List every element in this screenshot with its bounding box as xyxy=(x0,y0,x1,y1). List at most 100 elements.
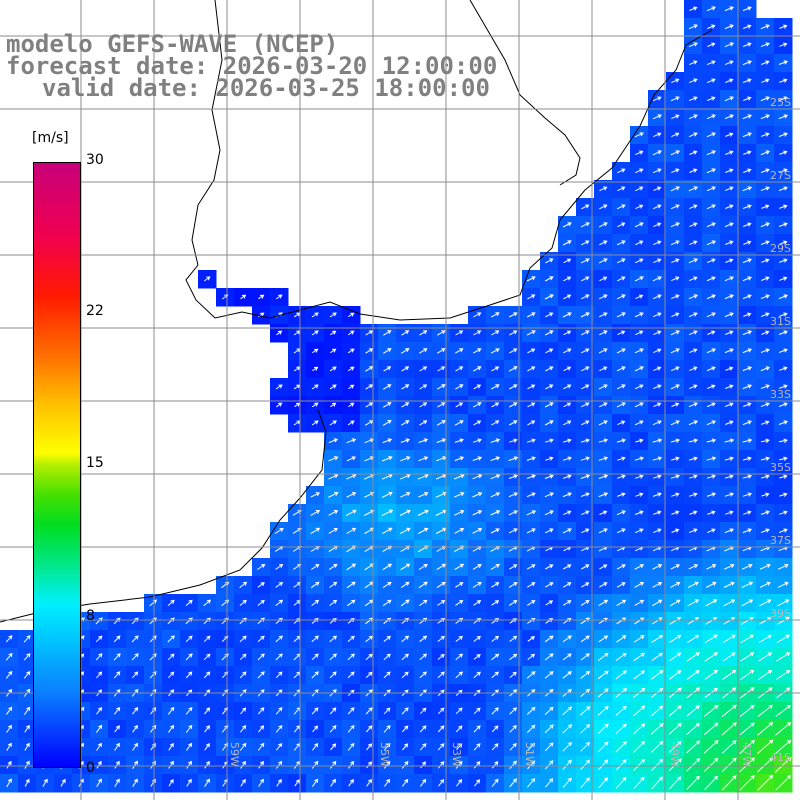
wind-vector-arrow xyxy=(597,705,609,716)
wind-vector-arrow xyxy=(635,186,644,192)
wind-vector-arrow xyxy=(652,420,662,426)
wind-vector-arrow xyxy=(724,474,734,479)
wind-vector-arrow xyxy=(132,760,138,769)
wind-vector-arrow xyxy=(779,276,788,281)
wind-vector-arrow xyxy=(473,671,481,679)
wind-vector-arrow xyxy=(436,420,446,426)
wind-vector-arrow xyxy=(668,705,682,717)
wind-vector-arrow xyxy=(508,474,518,479)
wind-vector-arrow xyxy=(635,150,644,156)
wind-vector-arrow xyxy=(257,671,265,679)
wind-vector-arrow xyxy=(669,776,682,790)
wind-vector-arrow xyxy=(456,779,463,787)
wind-vector-arrow xyxy=(239,635,247,643)
wind-vector-arrow xyxy=(382,348,392,354)
wind-vector-arrow xyxy=(739,704,755,717)
wind-vector-arrow xyxy=(437,635,445,642)
wind-vector-arrow xyxy=(778,384,788,389)
wind-vector-arrow xyxy=(724,492,735,497)
wind-vector-arrow xyxy=(670,438,681,443)
wind-vector-arrow xyxy=(722,669,737,681)
wind-vector-arrow xyxy=(509,635,518,642)
wind-vector-arrow xyxy=(580,777,590,789)
wind-vector-arrow xyxy=(721,722,737,736)
wind-vector-arrow xyxy=(329,617,337,624)
wind-vector-arrow xyxy=(399,527,411,535)
wind-vector-arrow xyxy=(383,402,392,408)
wind-vector-arrow xyxy=(455,725,463,733)
wind-vector-arrow xyxy=(473,366,482,372)
wind-vector-arrow xyxy=(581,402,590,408)
wind-vector-arrow xyxy=(779,240,788,245)
wind-vector-arrow xyxy=(204,743,210,751)
wind-vector-arrow xyxy=(581,294,590,300)
wind-vector-arrow xyxy=(707,24,716,29)
wind-vector-arrow xyxy=(258,778,264,787)
wind-vector-arrow xyxy=(401,366,410,372)
wind-vector-arrow xyxy=(743,96,752,101)
wind-vector-arrow xyxy=(760,510,770,515)
wind-vector-arrow xyxy=(760,150,770,156)
wind-vector-arrow xyxy=(527,402,536,408)
wind-vector-arrow xyxy=(347,348,355,354)
wind-vector-arrow xyxy=(706,168,717,174)
wind-vector-arrow xyxy=(689,168,698,173)
wind-vector-arrow xyxy=(328,474,339,480)
wind-vector-arrow xyxy=(328,563,338,571)
wind-vector-arrow xyxy=(401,617,410,624)
wind-vector-arrow xyxy=(345,509,357,517)
wind-vector-arrow xyxy=(598,777,609,789)
wind-vector-arrow xyxy=(401,420,410,426)
colorbar-tick-30: 30 xyxy=(86,152,104,168)
wind-vector-arrow xyxy=(653,222,662,228)
wind-vector-arrow xyxy=(778,348,788,353)
wind-vector-arrow xyxy=(490,510,501,516)
wind-vector-arrow xyxy=(616,510,626,516)
wind-vector-arrow xyxy=(742,276,752,282)
wind-vector-arrow xyxy=(687,581,699,589)
wind-vector-arrow xyxy=(473,600,482,606)
wind-vector-arrow xyxy=(544,742,554,752)
wind-vector-arrow xyxy=(544,760,554,770)
wind-vector-arrow xyxy=(687,634,700,644)
wind-vector-arrow xyxy=(346,581,356,589)
wind-vector-arrow xyxy=(509,671,517,678)
wind-vector-arrow xyxy=(6,760,12,769)
wind-vector-arrow xyxy=(760,384,770,389)
wind-vector-arrow xyxy=(490,474,501,480)
wind-vector-arrow xyxy=(688,312,698,318)
wind-vector-arrow xyxy=(739,722,755,736)
wind-vector-arrow xyxy=(473,618,482,624)
wind-vector-arrow xyxy=(544,706,554,715)
wind-vector-arrow xyxy=(310,527,321,535)
wind-vector-arrow xyxy=(544,474,554,479)
wind-vector-arrow xyxy=(132,671,139,679)
wind-vector-arrow xyxy=(671,132,680,138)
wind-vector-arrow xyxy=(742,114,753,120)
wind-vector-arrow xyxy=(168,742,174,751)
wind-vector-arrow xyxy=(617,186,626,192)
wind-vector-arrow xyxy=(348,312,355,318)
wind-vector-arrow xyxy=(562,312,572,318)
lon-label: 49W xyxy=(668,742,681,767)
wind-vector-arrow xyxy=(167,706,175,715)
wind-vector-arrow xyxy=(239,671,247,679)
wind-vector-arrow xyxy=(204,778,210,787)
wind-vector-arrow xyxy=(635,258,644,264)
wind-vector-arrow xyxy=(544,724,554,734)
wind-vector-arrow xyxy=(703,704,719,717)
wind-vector-arrow xyxy=(311,653,319,661)
wind-vector-arrow xyxy=(615,759,627,771)
wind-vector-arrow xyxy=(258,760,264,769)
wind-vector-arrow xyxy=(779,42,788,47)
wind-vector-arrow xyxy=(454,438,464,443)
wind-vector-arrow xyxy=(742,438,753,443)
wind-vector-arrow xyxy=(760,348,770,353)
wind-vector-arrow xyxy=(757,774,774,791)
wind-vector-arrow xyxy=(545,618,554,624)
lat-label: 33S xyxy=(770,388,791,401)
wind-vector-arrow xyxy=(689,222,698,228)
wind-vector-arrow xyxy=(491,420,500,426)
wind-vector-arrow xyxy=(399,474,411,480)
wind-vector-arrow xyxy=(742,384,752,390)
